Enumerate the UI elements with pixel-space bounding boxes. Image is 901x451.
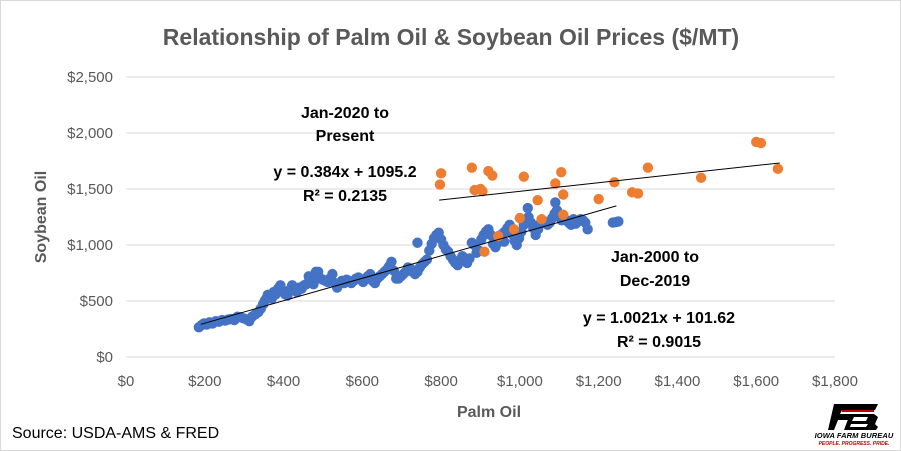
data-point-2020-present <box>558 209 569 220</box>
y-tick-label: $0 <box>96 349 113 366</box>
data-point-2000-2019 <box>582 224 593 235</box>
recent-equation: y = 0.384x + 1095.2 <box>273 164 416 181</box>
x-tick-label: $1,000 <box>497 373 543 390</box>
data-point-2020-present <box>514 212 526 224</box>
y-axis-tick-labels: $0 $500 $1,000 $1,500 $2,000 $2,500 <box>67 69 113 366</box>
data-point-2020-present <box>558 189 569 200</box>
trendline-2000-2019 <box>200 205 617 325</box>
annotation-historic: Jan-2000 to Dec-2019 y = 1.0021x + 101.6… <box>583 249 735 351</box>
recent-period-line-2: Present <box>316 128 375 145</box>
data-point-2020-present <box>477 186 488 197</box>
x-axis-tick-labels: $0 $200 $400 $600 $800 $1,000 $1,200 $1,400 $1,6… <box>118 373 858 390</box>
data-point-2020-present <box>508 224 520 235</box>
x-tick-label: $1,200 <box>576 373 622 390</box>
trendlines <box>200 162 780 325</box>
y-tick-label: $1,000 <box>67 237 113 254</box>
data-point-2000-2019 <box>327 268 338 280</box>
trendline-2020-present <box>439 162 780 201</box>
data-point-2020-present <box>435 168 447 179</box>
recent-r-squared: R² = 0.2135 <box>303 188 387 205</box>
y-axis-title: Soybean Oil <box>33 171 50 263</box>
data-point-2020-present <box>479 246 490 257</box>
data-point-2020-present <box>536 214 547 225</box>
x-tick-label: $0 <box>118 373 135 390</box>
data-point-2020-present <box>487 170 498 181</box>
annotation-recent: Jan-2020 to Present y = 0.384x + 1095.2 … <box>273 105 416 205</box>
x-tick-label: $1,800 <box>812 373 858 390</box>
data-point-2020-present <box>434 179 446 190</box>
data-point-2020-present <box>593 193 604 205</box>
y-tick-label: $500 <box>80 293 113 310</box>
gridlines <box>126 76 835 358</box>
data-point-2000-2019 <box>386 256 397 267</box>
data-point-2000-2019 <box>550 197 561 208</box>
data-point-2020-present <box>695 172 707 183</box>
data-point-2000-2019 <box>308 279 319 290</box>
source-note: Source: USDA-AMS & FRED <box>12 425 220 442</box>
x-tick-label: $800 <box>424 373 457 390</box>
x-axis-title: Palm Oil <box>457 404 521 421</box>
y-tick-label: $2,000 <box>67 125 113 142</box>
x-tick-label: $1,600 <box>733 373 779 390</box>
chart-title: Relationship of Palm Oil & Soybean Oil P… <box>163 24 739 50</box>
historic-equation: y = 1.0021x + 101.62 <box>583 310 735 327</box>
historic-r-squared: R² = 0.9015 <box>617 334 701 351</box>
historic-period-line-1: Jan-2000 to <box>611 249 699 266</box>
data-point-2020-present <box>466 162 478 173</box>
data-point-2020-present <box>556 167 567 178</box>
x-tick-label: $1,400 <box>654 373 700 390</box>
data-point-2020-present <box>755 137 767 149</box>
data-point-2020-present <box>550 178 561 189</box>
x-tick-label: $600 <box>346 373 379 390</box>
recent-period-line-1: Jan-2020 to <box>301 105 389 122</box>
iowa-farm-bureau-logo: IOWA FARM BUREAU PEOPLE. PROGRESS. PRIDE… <box>812 404 896 450</box>
x-tick-label: $200 <box>188 373 221 390</box>
data-point-2020-present <box>772 163 784 175</box>
data-point-2020-present <box>518 171 530 182</box>
data-point-2020-present <box>609 177 620 188</box>
data-point-2020-present <box>632 188 644 199</box>
farm-bureau-logo-icon <box>828 404 878 430</box>
historic-period-line-2: Dec-2019 <box>620 273 690 290</box>
y-tick-label: $2,500 <box>67 69 113 86</box>
data-point-2020-present <box>642 162 654 173</box>
data-point-2000-2019 <box>412 237 423 248</box>
data-point-2000-2019 <box>522 202 533 214</box>
logo-tagline: PEOPLE. PROGRESS. PRIDE. <box>818 441 890 447</box>
data-point-2000-2019 <box>613 216 624 227</box>
data-point-2020-present <box>532 195 543 206</box>
logo-name: IOWA FARM BUREAU <box>814 431 894 440</box>
data-point-2000-2019 <box>464 253 475 264</box>
y-tick-label: $1,500 <box>67 181 113 198</box>
x-tick-label: $400 <box>267 373 300 390</box>
